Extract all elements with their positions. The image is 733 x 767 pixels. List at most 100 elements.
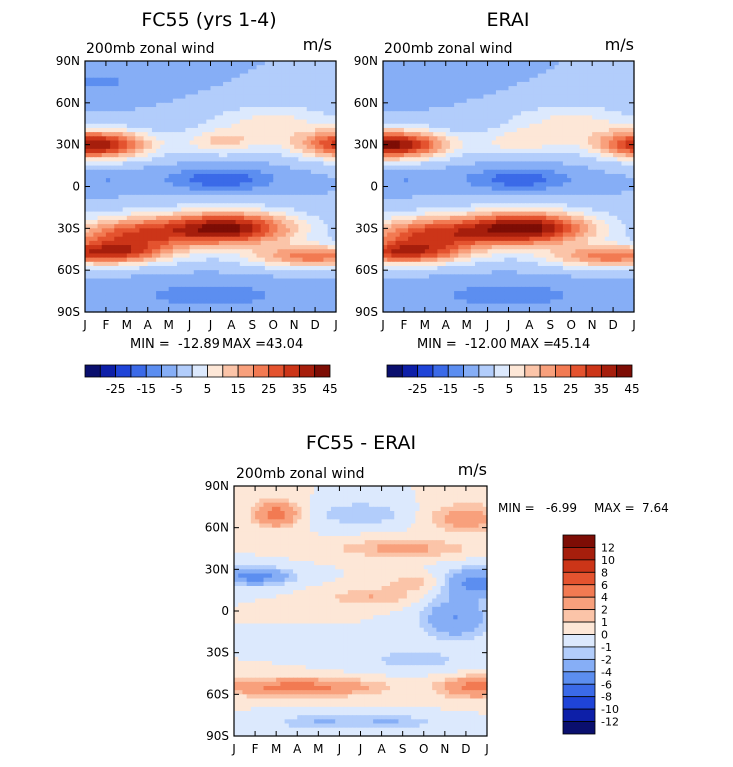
heatmap-cell — [592, 65, 597, 70]
heatmap-cell — [252, 173, 258, 179]
heatmap-cell — [156, 61, 161, 66]
heatmap-cell — [214, 61, 220, 66]
heatmap-cell — [193, 61, 199, 66]
heatmap-cell — [151, 111, 157, 116]
heatmap-cell — [466, 94, 472, 100]
heatmap-cell — [327, 61, 333, 66]
heatmap-cell — [118, 207, 124, 213]
heatmap-cell — [177, 286, 182, 292]
heatmap-cell — [248, 119, 253, 125]
heatmap-cell — [479, 115, 484, 121]
heatmap-cell — [281, 295, 287, 301]
heatmap-cell — [508, 77, 514, 83]
heatmap-cell — [395, 144, 401, 150]
heatmap-cell — [277, 278, 283, 284]
heatmap-cell — [546, 111, 551, 116]
heatmap-cell — [218, 102, 224, 108]
heatmap-cell — [256, 123, 262, 129]
heatmap-cell — [189, 65, 195, 70]
heatmap-cell — [135, 274, 140, 280]
heatmap-cell — [126, 194, 132, 200]
heatmap-cell — [408, 61, 413, 66]
heatmap-cell — [323, 148, 329, 154]
heatmap-cell — [319, 274, 325, 280]
heatmap-cell — [97, 161, 103, 167]
heatmap-cell — [277, 307, 283, 313]
heatmap-cell — [227, 215, 233, 221]
heatmap-cell — [319, 236, 325, 242]
heatmap-cell — [181, 245, 186, 250]
heatmap-cell — [239, 61, 245, 66]
heatmap-cell — [202, 153, 207, 158]
heatmap-cell — [218, 228, 224, 234]
heatmap-cell — [487, 61, 493, 66]
heatmap-cell — [231, 211, 237, 217]
heatmap-cell — [310, 270, 316, 275]
heatmap-cell — [475, 61, 480, 66]
heatmap-cell — [298, 65, 304, 70]
heatmap-cell — [315, 186, 320, 192]
heatmap-cell — [151, 157, 157, 162]
heatmap-cell — [114, 286, 120, 292]
heatmap-cell — [571, 107, 577, 112]
heatmap-cell — [323, 144, 329, 150]
heatmap-cell — [118, 291, 124, 296]
heatmap-cell — [168, 236, 174, 242]
heatmap-cell — [231, 178, 237, 183]
heatmap-cell — [156, 295, 161, 301]
heatmap-cell — [310, 115, 316, 121]
heatmap-cell — [143, 132, 149, 137]
heatmap-cell — [294, 211, 299, 217]
heatmap-cell — [235, 282, 241, 288]
heatmap-cell — [281, 228, 287, 234]
heatmap-cell — [277, 224, 283, 229]
heatmap-cell — [583, 65, 589, 70]
heatmap-cell — [504, 77, 510, 83]
heatmap-cell — [319, 232, 325, 238]
heatmap-cell — [475, 69, 480, 75]
heatmap-cell — [529, 73, 535, 79]
heatmap-cell — [617, 86, 623, 91]
heatmap-cell — [587, 90, 593, 96]
heatmap-cell — [243, 165, 249, 171]
heatmap-cell — [391, 98, 397, 104]
heatmap-cell — [185, 127, 191, 133]
heatmap-cell — [323, 207, 329, 213]
heatmap-cell — [323, 245, 329, 250]
heatmap-cell — [269, 224, 274, 229]
heatmap-cell — [231, 219, 237, 225]
heatmap-cell — [592, 102, 597, 108]
heatmap-cell — [139, 107, 145, 112]
heatmap-cell — [516, 77, 522, 83]
heatmap-cell — [504, 69, 510, 75]
heatmap-cell — [235, 307, 241, 313]
heatmap-cell — [289, 98, 295, 104]
heatmap-cell — [537, 107, 543, 112]
heatmap-cell — [395, 132, 401, 137]
heatmap-cell — [323, 127, 329, 133]
heatmap-cell — [458, 86, 464, 91]
heatmap-cell — [160, 119, 166, 125]
heatmap-cell — [85, 270, 90, 275]
heatmap-cell — [210, 86, 216, 91]
heatmap-cell — [319, 199, 325, 204]
heatmap-cell — [256, 232, 262, 238]
heatmap-cell — [483, 61, 489, 66]
heatmap-cell — [85, 186, 90, 192]
heatmap-cell — [131, 303, 136, 309]
heatmap-cell — [508, 119, 514, 125]
heatmap-cell — [206, 153, 212, 158]
heatmap-cell — [252, 102, 258, 108]
heatmap-cell — [105, 65, 111, 70]
heatmap-cell — [118, 140, 124, 146]
heatmap-cell — [114, 107, 120, 112]
heatmap-cell — [231, 194, 237, 200]
heatmap-cell — [294, 219, 299, 225]
heatmap-cell — [387, 65, 392, 70]
heatmap-cell — [596, 107, 602, 112]
heatmap-cell — [210, 257, 216, 263]
heatmap-cell — [567, 94, 572, 100]
heatmap-cell — [285, 186, 291, 192]
heatmap-cell — [89, 127, 94, 133]
heatmap-cell — [273, 136, 279, 142]
